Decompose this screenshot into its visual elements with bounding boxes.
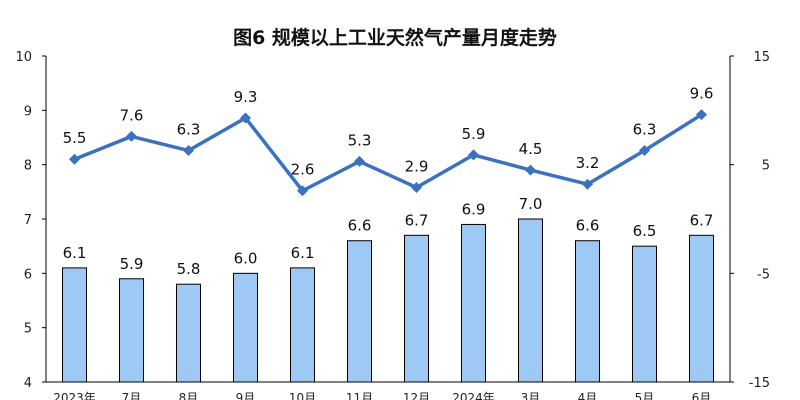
bar-data-label: 6.6 <box>348 217 372 235</box>
line-point <box>468 149 479 161</box>
bar <box>404 234 429 383</box>
left-y-tick-label: 8 <box>24 159 32 174</box>
right-y-tick-label: -5 <box>757 267 770 282</box>
line-data-label: 6.3 <box>633 121 657 139</box>
bar <box>119 278 144 383</box>
line-point <box>582 178 593 190</box>
x-tick-label: 10月 <box>289 391 316 400</box>
bar-data-label: 6.6 <box>576 217 600 235</box>
x-tick-label: 2023年 <box>53 391 96 400</box>
bar-data-label: 6.0 <box>234 249 258 267</box>
line-data-label: 9.6 <box>690 85 714 103</box>
bar-data-label: 6.7 <box>405 211 429 229</box>
left-y-tick-label: 10 <box>15 50 32 65</box>
bar-data-label: 6.1 <box>291 244 315 262</box>
x-tick-label: 6月 <box>692 391 712 400</box>
right-y-tick-label: 15 <box>753 50 770 65</box>
x-tick-label: 4月 <box>578 391 598 400</box>
x-tick-label: 11月 <box>346 391 373 400</box>
line-data-label: 7.6 <box>120 106 144 124</box>
chart-title: 图6 规模以上工业天然气产量月度走势 <box>233 26 557 49</box>
bar-data-label: 5.8 <box>177 260 201 278</box>
line-point <box>183 145 194 157</box>
line-point <box>69 153 80 165</box>
x-tick-label: 12月 <box>403 391 430 400</box>
line-point <box>297 185 308 197</box>
left-y-tick-label: 5 <box>24 322 32 337</box>
line-data-label: 5.3 <box>348 131 372 149</box>
line-data-label: 5.9 <box>462 125 486 143</box>
x-tick-label: 2024年 <box>452 391 495 400</box>
x-tick-label: 9月 <box>236 391 256 400</box>
line-data-label: 3.2 <box>576 154 600 172</box>
bar <box>575 240 600 383</box>
line-point <box>696 109 707 121</box>
bar <box>632 245 657 383</box>
line-point <box>240 112 251 124</box>
bar-data-label: 6.9 <box>462 200 486 218</box>
line-data-label: 6.3 <box>177 121 201 139</box>
bar <box>689 234 714 383</box>
left-y-tick-label: 9 <box>24 104 32 119</box>
line-point <box>639 145 650 157</box>
line-point <box>525 164 536 176</box>
line-data-label: 4.5 <box>519 140 543 158</box>
left-y-tick-label: 4 <box>24 376 32 391</box>
left-y-tick-label: 6 <box>24 267 32 282</box>
x-tick-label: 7月 <box>122 391 142 400</box>
bar <box>176 283 201 383</box>
bar <box>518 218 543 383</box>
line-point <box>126 130 137 142</box>
bar-data-label: 6.5 <box>633 222 657 240</box>
right-y-tick-label: -15 <box>749 376 770 391</box>
line-data-label: 2.6 <box>291 161 315 179</box>
bar-data-label: 5.9 <box>120 255 144 273</box>
x-tick-label: 8月 <box>179 391 199 400</box>
left-y-tick-label: 7 <box>24 213 32 228</box>
line-data-label: 5.5 <box>63 129 87 147</box>
bar <box>347 240 372 383</box>
bar <box>461 223 486 383</box>
x-tick-label: 5月 <box>635 391 655 400</box>
bar <box>233 272 258 383</box>
bar <box>62 267 87 383</box>
line-data-label: 9.3 <box>234 88 258 106</box>
bar-data-label: 7.0 <box>519 195 543 213</box>
line-point <box>354 155 365 167</box>
line-data-label: 2.9 <box>405 157 429 175</box>
line-point <box>411 181 422 193</box>
bar-data-label: 6.1 <box>63 244 87 262</box>
bar-data-label: 6.7 <box>690 211 714 229</box>
x-tick-label: 3月 <box>521 391 541 400</box>
right-y-tick-label: 5 <box>762 159 770 174</box>
line-series <box>73 113 703 193</box>
bar <box>290 267 315 383</box>
